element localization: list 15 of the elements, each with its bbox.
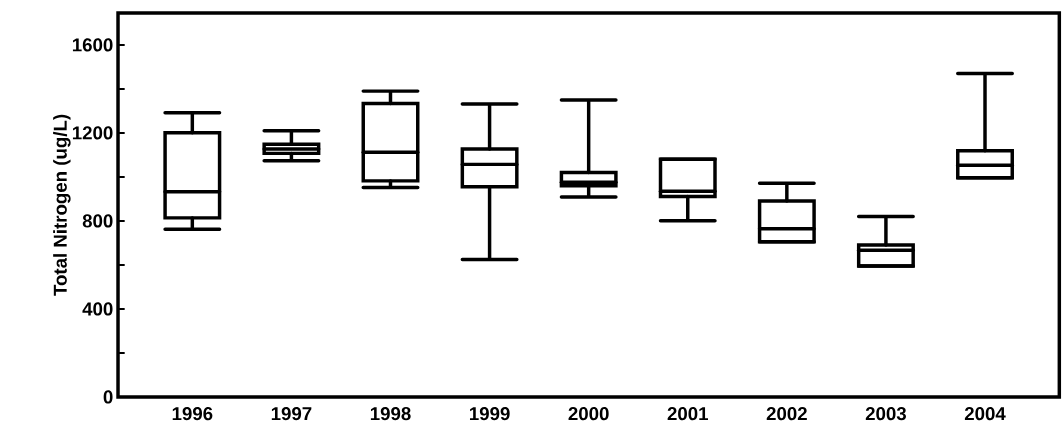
y-tick-label: 400 [82, 302, 113, 316]
x-tick-label: 2001 [667, 407, 708, 421]
y-tick-label: 0 [103, 390, 113, 404]
x-tick-label: 1998 [370, 407, 411, 421]
y-axis-title: Total Nitrogen (ug/L) [53, 114, 71, 296]
x-tick-label: 1997 [271, 407, 312, 421]
x-tick-label: 2002 [766, 407, 807, 421]
x-tick-label: 1996 [172, 407, 213, 421]
y-tick-label: 1200 [72, 126, 113, 140]
x-tick-label: 2000 [568, 407, 609, 421]
y-tick-label: 1600 [72, 38, 113, 52]
x-tick-label: 2004 [964, 407, 1006, 421]
y-tick-label: 800 [82, 214, 113, 228]
x-tick-label: 2003 [865, 407, 906, 421]
x-tick-label: 1999 [469, 407, 510, 421]
